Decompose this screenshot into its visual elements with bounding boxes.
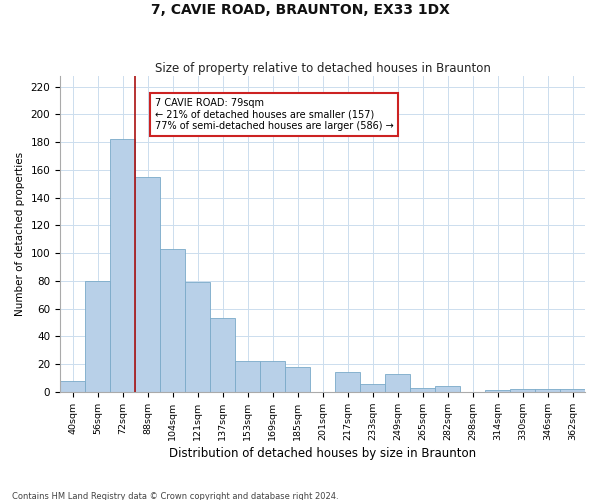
Bar [235,362,260,392]
Bar [510,389,535,392]
X-axis label: Distribution of detached houses by size in Braunton: Distribution of detached houses by size … [169,447,476,460]
Bar [135,177,160,392]
Bar [385,374,410,392]
Bar [285,367,310,392]
Bar [360,384,385,392]
Bar [260,362,285,392]
Bar [335,372,360,392]
Bar [535,389,560,392]
Bar [560,389,585,392]
Y-axis label: Number of detached properties: Number of detached properties [15,152,25,316]
Bar [160,249,185,392]
Title: Size of property relative to detached houses in Braunton: Size of property relative to detached ho… [155,62,490,74]
Bar [485,390,510,392]
Text: 7, CAVIE ROAD, BRAUNTON, EX33 1DX: 7, CAVIE ROAD, BRAUNTON, EX33 1DX [151,2,449,16]
Bar [85,281,110,392]
Bar [185,282,210,392]
Bar [410,388,435,392]
Bar [435,386,460,392]
Bar [110,140,135,392]
Bar [60,380,85,392]
Text: Contains HM Land Registry data © Crown copyright and database right 2024.: Contains HM Land Registry data © Crown c… [12,492,338,500]
Bar [210,318,235,392]
Text: 7 CAVIE ROAD: 79sqm
← 21% of detached houses are smaller (157)
77% of semi-detac: 7 CAVIE ROAD: 79sqm ← 21% of detached ho… [155,98,393,131]
